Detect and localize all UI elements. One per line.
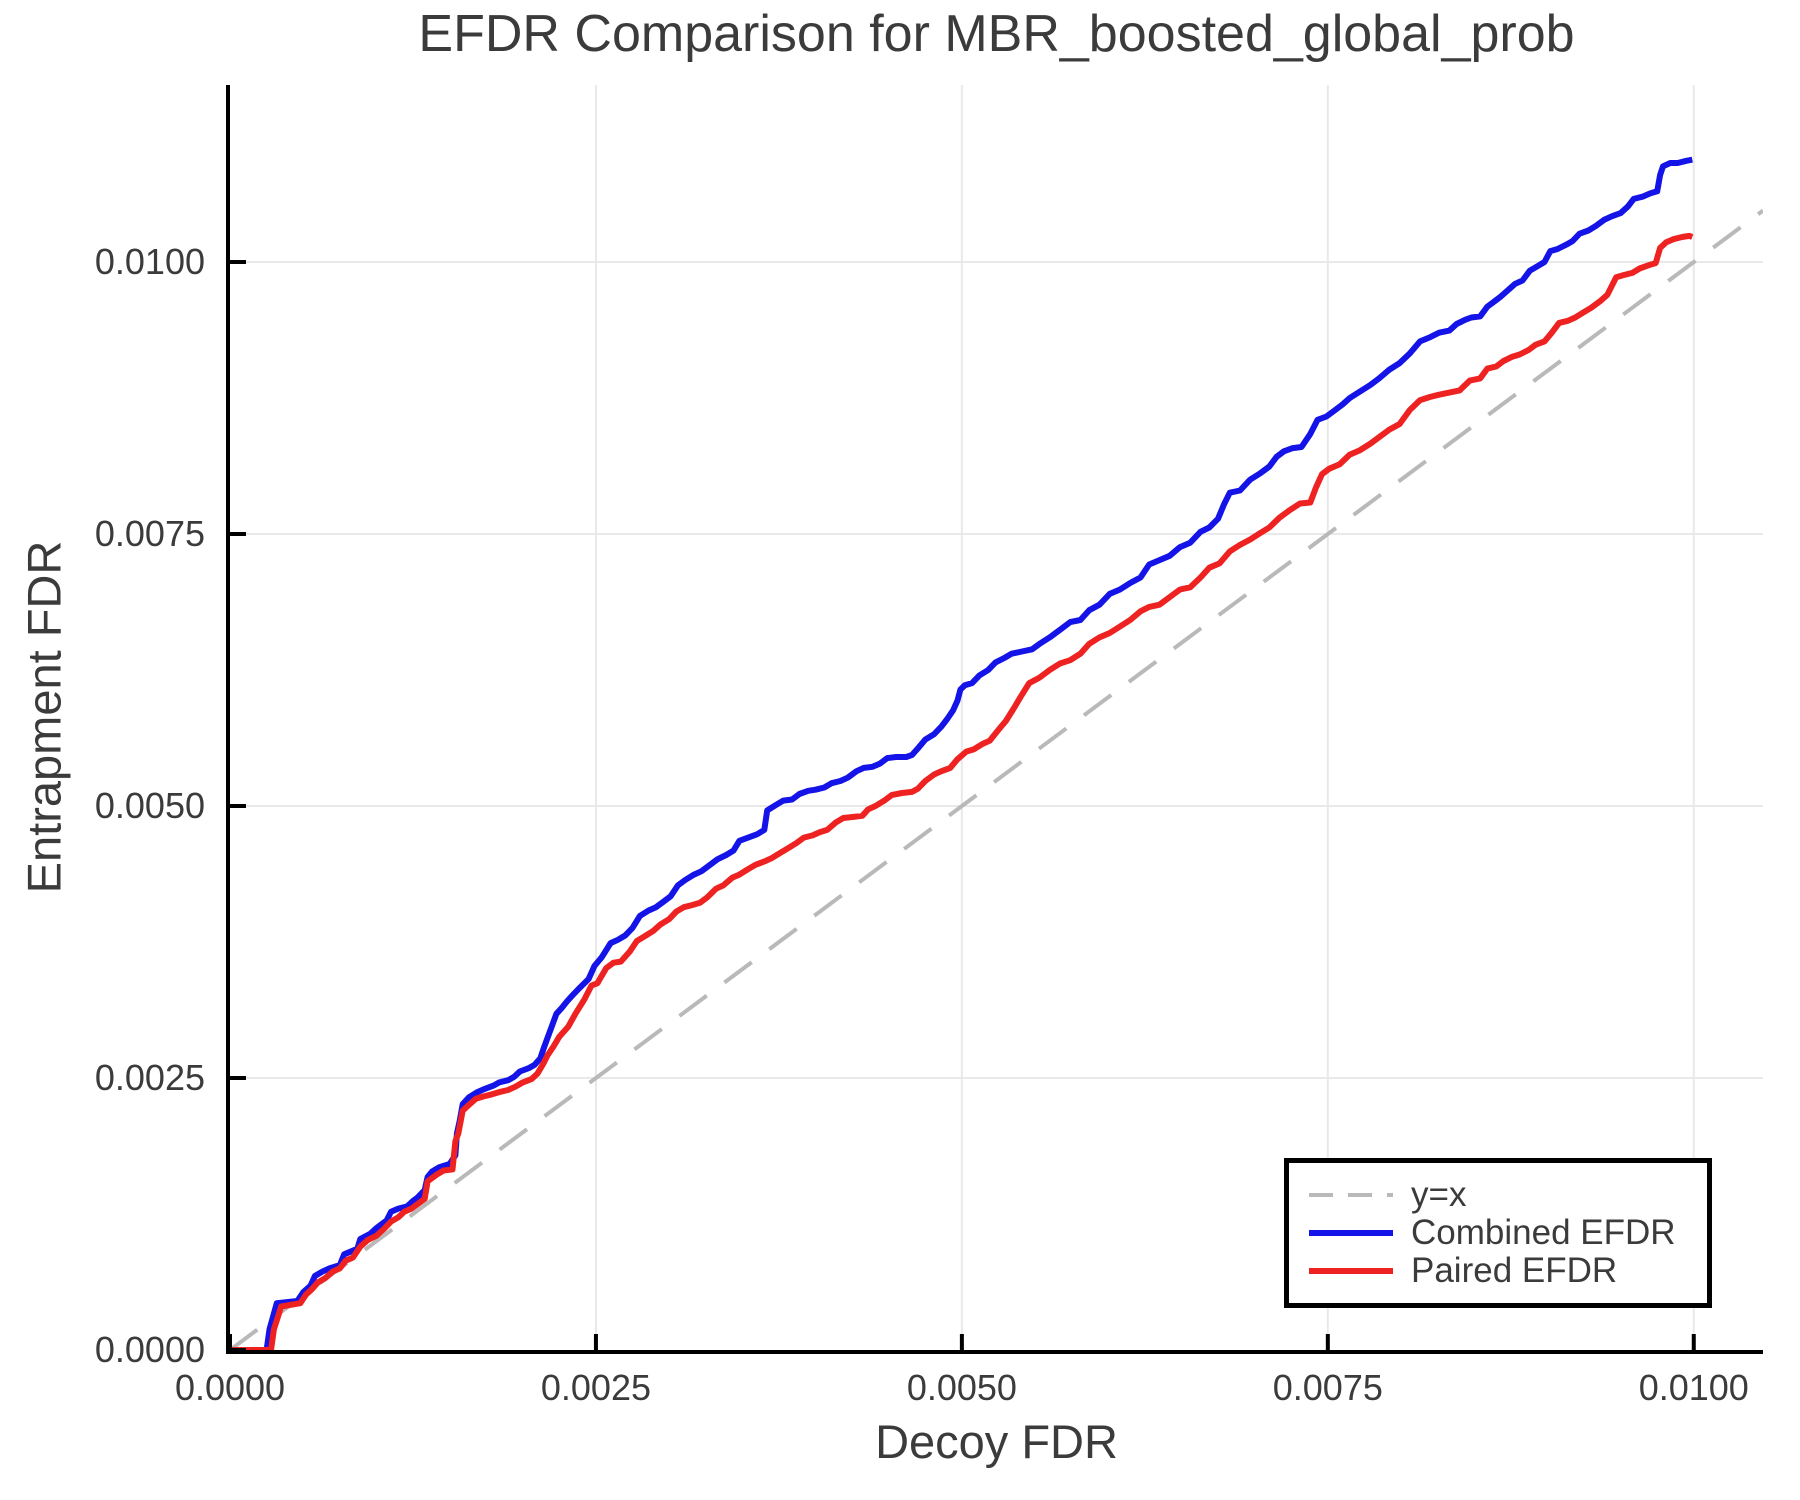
plot-area (226, 85, 1763, 1354)
legend-entry-paired-efdr: Paired EFDR (1307, 1252, 1707, 1290)
legend-label-combined-efdr: Combined EFDR (1411, 1213, 1676, 1252)
x-tick-label: 0.0000 (174, 1367, 286, 1408)
x-tick-label: 0.0075 (1272, 1367, 1383, 1408)
y-tick-label: 0.0100 (94, 241, 205, 282)
y-tick-label: 0.0000 (94, 1329, 205, 1370)
chart-title: EFDR Comparison for MBR_boosted_global_p… (418, 5, 1575, 63)
legend: y=x Combined EFDR Paired EFDR (1284, 1158, 1712, 1308)
combined-efdr-line (230, 156, 1693, 1350)
y-equals-x-line (230, 208, 1763, 1350)
legend-entry-combined-efdr: Combined EFDR (1307, 1214, 1707, 1252)
legend-line-sample-combined-efdr (1309, 1230, 1393, 1236)
x-tick-label: 0.0025 (540, 1367, 651, 1408)
y-tick-label: 0.0025 (94, 1057, 205, 1098)
legend-label-y-equals-x: y=x (1411, 1175, 1467, 1214)
y-tick-label: 0.0050 (94, 785, 205, 826)
paired-efdr-line (230, 232, 1694, 1350)
legend-line-sample-paired-efdr (1309, 1268, 1393, 1274)
legend-entry-y-equals-x: y=x (1307, 1176, 1707, 1214)
x-axis-label: Decoy FDR (875, 1415, 1118, 1468)
y-axis-label: Entrapment FDR (17, 540, 71, 894)
legend-label-paired-efdr: Paired EFDR (1411, 1251, 1618, 1290)
x-tick-label: 0.0050 (906, 1367, 1017, 1408)
x-tick-label: 0.0100 (1638, 1367, 1749, 1408)
plot-canvas (230, 85, 1763, 1350)
y-tick-label: 0.0075 (94, 513, 205, 554)
legend-line-sample-y-equals-x (1309, 1193, 1393, 1197)
